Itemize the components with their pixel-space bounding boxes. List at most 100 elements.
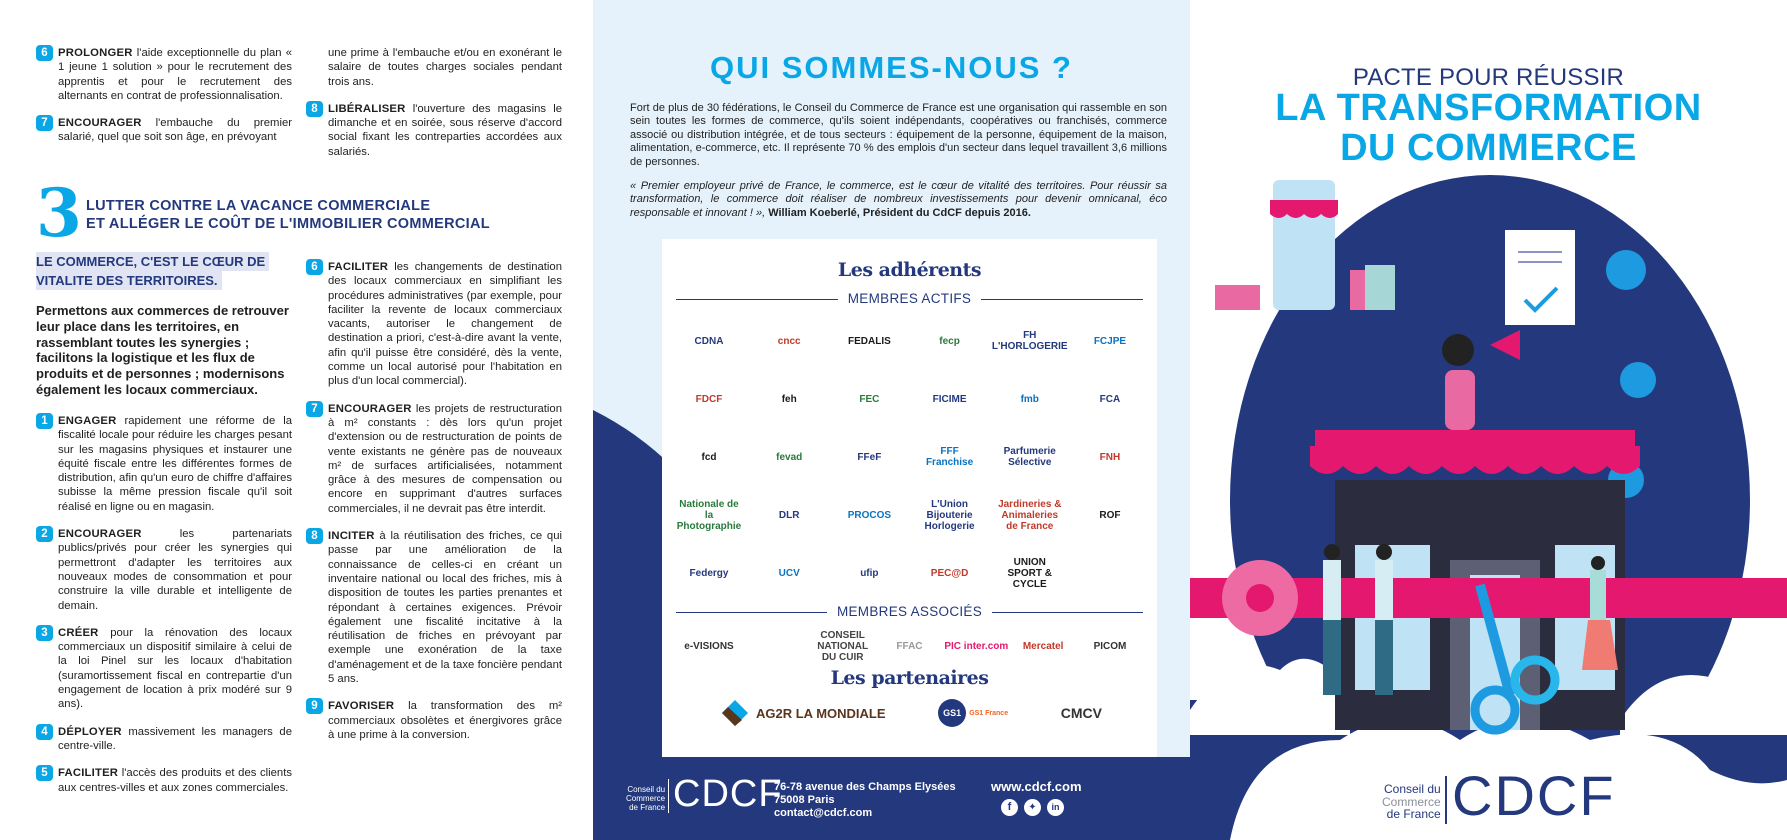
org-name: Conseil du Commerce de France — [626, 785, 666, 812]
intro-paragraph: Fort de plus de 30 fédérations, le Conse… — [630, 102, 1167, 168]
member-logo[interactable]: FFeF — [857, 451, 882, 463]
proposal-continuation: une prime à l'embauche et/ou en exonéran… — [328, 47, 562, 88]
section-title: QUI SOMMES-NOUS ? — [710, 50, 1073, 85]
top-col1: 6 PROLONGER l'aide exceptionnelle du plan… — [36, 45, 292, 158]
number-badge: 6 — [306, 259, 323, 275]
number-badge: 3 — [36, 624, 53, 641]
cdcf-logo: CDCF — [673, 773, 783, 815]
number-badge: 8 — [306, 100, 323, 117]
member-logo[interactable]: Federgy — [689, 567, 729, 579]
proposal-item: 8 LIBÉRALISER l'ouverture des magasins le… — [306, 100, 562, 159]
member-logo[interactable]: FDCF — [695, 393, 723, 405]
associate-logo[interactable]: FFAC — [896, 640, 923, 652]
member-logo[interactable]: FFF Franchise — [925, 446, 974, 468]
number-badge: 7 — [36, 115, 53, 132]
member-logo[interactable]: UCV — [778, 567, 800, 579]
linkedin-icon[interactable]: in — [1047, 799, 1064, 816]
proposal-item: 4 DÉPLOYER massivement les managers de ce… — [36, 723, 292, 754]
section3-col2: 6 FACILITER les changements de destinatio… — [306, 259, 562, 755]
gs1-mark-icon: GS1 — [938, 699, 967, 727]
footer: Conseil du Commerce de France CDCF 76-78… — [593, 757, 1190, 840]
ag2r-mark-icon — [722, 700, 748, 726]
proposal-item: 6 FACILITER les changements de destinatio… — [306, 259, 562, 389]
number-badge: 9 — [306, 698, 323, 715]
member-logo[interactable]: UNION SPORT & CYCLE — [1007, 556, 1052, 590]
member-logo[interactable]: FICIME — [932, 393, 967, 405]
social-links: f ✦ in — [1001, 799, 1064, 816]
partner-logo-gs1[interactable]: GS1 GS1 France — [938, 699, 1008, 727]
twitter-icon[interactable]: ✦ — [1024, 799, 1041, 816]
member-logo[interactable]: feh — [781, 393, 797, 405]
section3-col1: 1 ENGAGER rapidement une réforme de la fi… — [36, 413, 292, 808]
member-logo[interactable]: fmb — [1020, 393, 1039, 405]
partenaires-title: Les partenaires — [830, 667, 989, 689]
member-logo[interactable]: FNH — [1099, 451, 1121, 463]
associate-logo[interactable] — [743, 624, 809, 668]
associate-logo[interactable]: e-VISIONS — [684, 640, 734, 652]
proposal-item: 3 CRÉER pour la rénovation des locaux com… — [36, 624, 292, 712]
address: 76-78 avenue des Champs Elysées 75008 Pa… — [774, 781, 956, 819]
member-logo[interactable]: FEC — [859, 393, 880, 405]
number-badge: 6 — [36, 45, 53, 61]
member-logo[interactable]: FCJPE — [1093, 335, 1127, 347]
section-number: 3 — [36, 174, 82, 252]
proposal-item: 2 ENCOURAGER les partenariats publics/pri… — [36, 526, 292, 613]
member-logo[interactable]: cncc — [777, 335, 801, 347]
proposal-item: 6 PROLONGER l'aide exceptionnelle du plan… — [36, 45, 292, 103]
org-name: Conseil du Commerce de France — [1382, 782, 1441, 821]
cover-title-main: LA TRANSFORMATION DU COMMERCE — [1275, 87, 1702, 169]
number-badge: 5 — [36, 765, 53, 782]
website-link[interactable]: www.cdcf.com — [991, 779, 1082, 794]
middle-panel: QUI SOMMES-NOUS ? Fort de plus de 30 féd… — [593, 0, 1190, 840]
member-logo[interactable]: L'Union Bijouterie Horlogerie — [924, 498, 975, 532]
proposal-item: 1 ENGAGER rapidement une réforme de la fi… — [36, 413, 292, 514]
section-title: LUTTER CONTRE LA VACANCE COMMERCIALE ET … — [86, 198, 490, 232]
associate-logo[interactable]: Mercatel — [1022, 640, 1064, 652]
cover-title-line1: PACTE POUR RÉUSSIR — [1352, 64, 1625, 91]
member-logo[interactable]: PROCOS — [847, 509, 892, 521]
member-logo[interactable]: PEC@D — [930, 567, 969, 579]
active-logos-row: fcd fevad FFeF FFF Franchise Parfumerie Séle… — [676, 435, 1143, 479]
member-logo[interactable]: Parfumerie Sélective — [1003, 446, 1056, 468]
active-logos-row: Federgy UCV ufip PEC@D UNION SPORT & CYCLE — [676, 551, 1143, 595]
proposal-item: 7 ENCOURAGER les projets de restructurati… — [306, 400, 562, 516]
divider — [668, 779, 669, 813]
member-logo[interactable]: Jardineries & Animaleries de France — [998, 498, 1062, 532]
right-panel: PACTE POUR RÉUSSIR LA TRANSFORMATION DU … — [1190, 0, 1787, 840]
member-logo[interactable]: fecp — [939, 335, 960, 347]
proposal-item: 5 FACILITER l'accès des produits et des c… — [36, 765, 292, 795]
associate-logo[interactable]: PIC inter.com — [944, 640, 1009, 652]
proposal-item: 9 FAVORISER la transformation des m² comm… — [306, 698, 562, 742]
member-logo[interactable]: FH L'HORLOGERIE — [991, 330, 1068, 352]
partner-logo-ag2r[interactable]: AG2R LA MONDIALE — [722, 700, 886, 726]
associate-logos-row: e-VISIONS CONSEIL NATIONAL DU CUIR FFAC PIC… — [676, 624, 1143, 668]
divider — [1445, 776, 1447, 824]
number-badge: 1 — [36, 413, 53, 429]
member-logo[interactable]: Nationale de la Photographie — [676, 498, 742, 532]
proposal-item: 8 INCITER à la réutilisation des friches,… — [306, 528, 562, 686]
number-badge: 2 — [36, 526, 53, 543]
president-quote: « Premier employeur privé de France, le … — [630, 180, 1167, 219]
highlight-heading: LE COMMERCE, C'EST LE CŒUR DE VITALITE D… — [36, 252, 270, 290]
left-panel: 6 PROLONGER l'aide exceptionnelle du plan… — [0, 0, 593, 840]
adherents-title: Les adhérents — [837, 259, 982, 281]
associate-logo[interactable]: CONSEIL NATIONAL DU CUIR — [817, 629, 869, 663]
member-logo[interactable]: ufip — [860, 567, 879, 579]
member-logo[interactable]: FEDALIS — [847, 335, 891, 347]
member-logo[interactable]: ROF — [1099, 509, 1121, 521]
member-logo[interactable]: DLR — [778, 509, 800, 521]
proposal-item: 7 ENCOURAGER l'embauche du premier salari… — [36, 115, 292, 145]
member-logo[interactable]: fevad — [776, 451, 803, 463]
shop-opening-illustration — [1190, 175, 1787, 840]
email-link[interactable]: contact@cdcf.com — [774, 807, 873, 819]
facebook-icon[interactable]: f — [1001, 799, 1018, 816]
member-logo[interactable]: fcd — [701, 451, 717, 463]
member-logo[interactable]: FCA — [1099, 393, 1121, 405]
membres-actifs-divider: MEMBRES ACTIFS — [676, 291, 1143, 307]
partner-logo-cmcv[interactable]: CMCV — [1060, 705, 1102, 721]
empty-slot — [1077, 551, 1143, 595]
associate-logo[interactable]: PICOM — [1093, 640, 1127, 652]
member-logo[interactable]: CDNA — [694, 335, 724, 347]
number-badge: 7 — [306, 400, 323, 417]
number-badge: 8 — [306, 528, 323, 545]
